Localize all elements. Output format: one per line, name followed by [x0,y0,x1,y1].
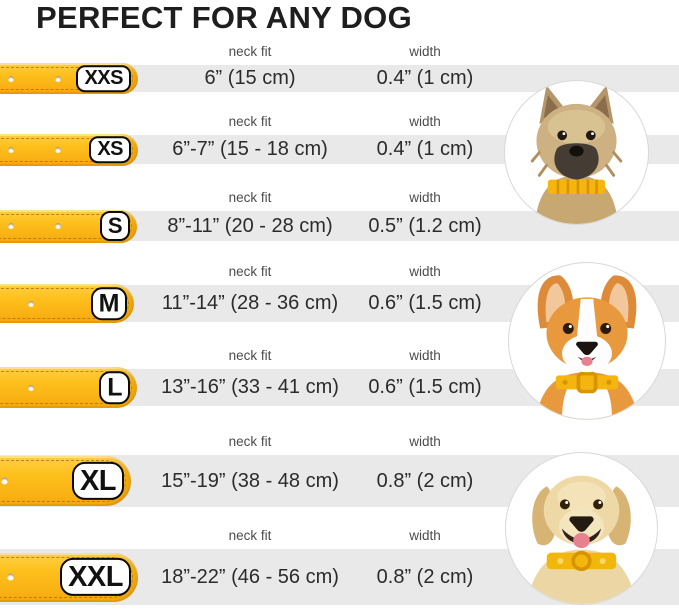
neck-fit-value: 13”-16” (33 - 41 cm) [161,376,339,398]
collar-hole [28,384,34,391]
neck-fit-value: 18”-22” (46 - 56 cm) [161,566,339,588]
size-badge: M [90,286,127,321]
collar-strap: XL [0,456,131,506]
width-column-header: width [409,528,441,543]
collar-hole [55,75,61,82]
width-column-header: width [409,190,441,205]
size-badge: XXL [60,557,131,597]
corgi-photo [508,262,666,420]
stitch-line [0,213,132,239]
neck-fit-value: 8”-11” (20 - 28 cm) [167,215,333,237]
terrier-photo [504,80,649,225]
neck-fit-column-header: neck fit [228,114,272,129]
neck-fit-column-header: neck fit [228,44,272,59]
stitch-line [0,67,133,90]
page-title: PERFECT FOR ANY DOG [36,0,413,35]
collar-hole [8,146,14,153]
stitch-line [0,288,129,319]
width-value: 0.8” (2 cm) [376,566,474,588]
width-column-header: width [409,434,441,449]
width-column-header: width [409,114,441,129]
collar-hole [1,477,8,485]
width-column-header: width [409,348,441,363]
collar-hole [7,573,14,581]
collar-strap: XS [0,133,138,166]
terrier-illustration [530,85,623,224]
neck-fit-column-header: neck fit [228,190,272,205]
neck-fit-value: 6” (15 cm) [204,67,296,89]
neck-fit-value: 15”-19” (38 - 48 cm) [161,470,339,492]
stitch-line [0,137,133,162]
collar-strap: XXL [0,552,138,602]
width-column-header: width [409,264,441,279]
neck-fit-value: 6”-7” (15 - 18 cm) [172,138,328,160]
collar-hole [8,223,14,229]
labrador-illustration [527,475,636,604]
collar-hole [8,75,14,82]
neck-fit-column-header: neck fit [228,348,272,363]
stitch-line [0,371,132,404]
collar-hole [55,223,61,229]
collar-strap: L [0,367,137,408]
width-value: 0.4” (1 cm) [376,67,474,89]
size-badge: XS [89,135,131,164]
neck-fit-column-header: neck fit [228,434,272,449]
collar-hole [55,146,61,153]
width-value: 0.6” (1.5 cm) [368,292,482,314]
width-value: 0.4” (1 cm) [376,138,474,160]
neck-fit-column-header: neck fit [228,528,272,543]
collar-strap: M [0,284,134,323]
width-value: 0.5” (1.2 cm) [368,215,482,237]
collar-strap: XXS [0,63,138,94]
collar-hole [28,300,34,307]
width-value: 0.8” (2 cm) [376,470,474,492]
width-column-header: width [409,44,441,59]
width-value: 0.6” (1.5 cm) [368,376,482,398]
neck-fit-value: 11”-14” (28 - 36 cm) [161,292,339,314]
size-badge: XL [71,461,124,501]
size-badge: L [99,370,130,405]
size-badge: S [99,211,130,241]
stitch-line [0,556,133,598]
corgi-illustration [535,275,639,419]
collar-strap: S [0,209,137,243]
stitch-line [0,460,126,502]
labrador-photo [505,452,658,605]
neck-fit-column-header: neck fit [228,264,272,279]
size-badge: XXS [76,64,131,93]
